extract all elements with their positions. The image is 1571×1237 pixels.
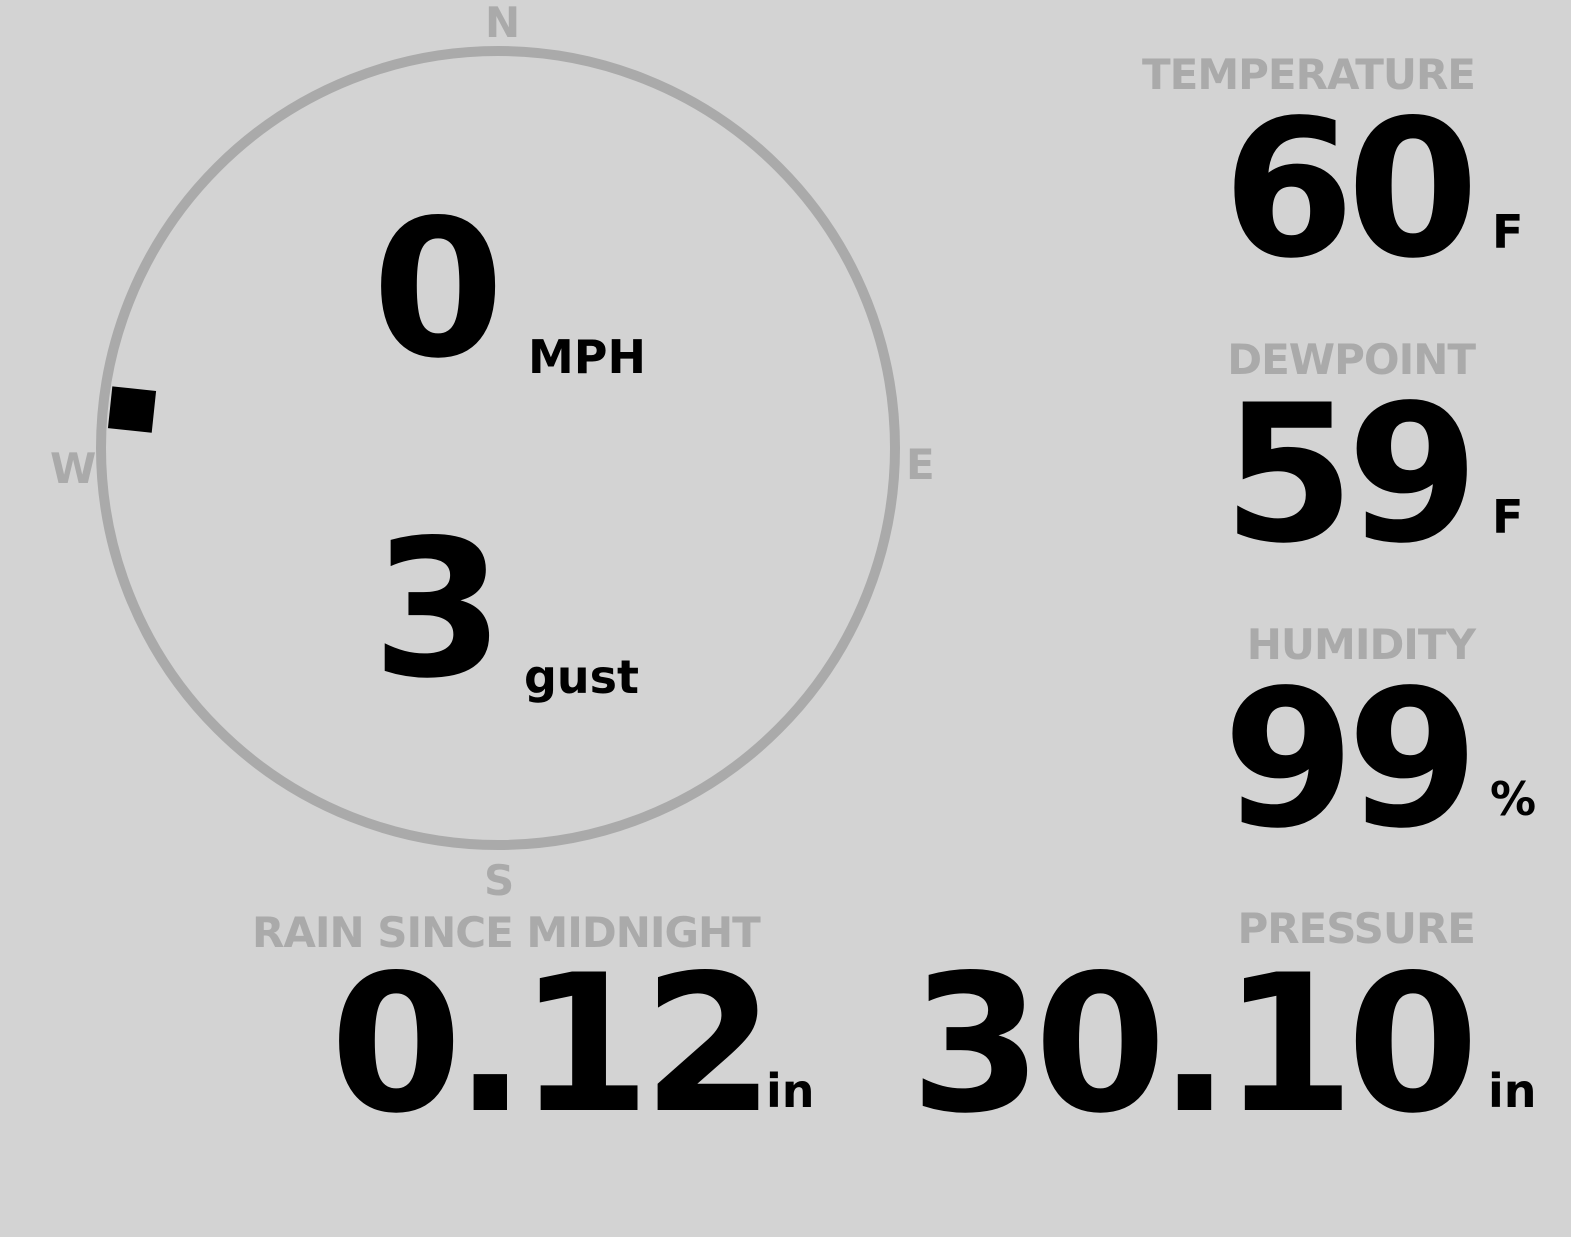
compass-n: N	[485, 0, 521, 47]
wind-speed: 0	[372, 179, 504, 400]
pressure-unit: in	[1488, 1064, 1537, 1118]
pressure-label: PRESSURE	[1237, 904, 1476, 953]
wind-gust: 3	[372, 499, 504, 720]
dewpoint-value: 59	[1222, 364, 1479, 585]
humidity-label: HUMIDITY	[1246, 620, 1476, 669]
temperature-unit: F	[1492, 205, 1524, 259]
rain-label: RAIN SINCE MIDNIGHT	[252, 908, 761, 957]
pressure-value: 30.10	[910, 934, 1479, 1155]
dewpoint-label: DEWPOINT	[1227, 335, 1476, 384]
wind-direction-marker	[107, 386, 157, 433]
rain-value: 0.12	[330, 934, 775, 1155]
humidity-unit: %	[1490, 772, 1537, 826]
compass-s: S	[484, 856, 515, 905]
humidity-value: 99	[1222, 649, 1479, 870]
wind-gust-unit: gust	[524, 650, 640, 704]
compass-w: W	[50, 444, 97, 493]
dewpoint-unit: F	[1492, 490, 1524, 544]
compass-e: E	[906, 440, 935, 489]
rain-unit: in	[766, 1064, 815, 1118]
wind-speed-unit: MPH	[528, 330, 646, 384]
temperature-label: TEMPERATURE	[1142, 50, 1476, 99]
temperature-value: 60	[1222, 79, 1479, 300]
compass-dial	[96, 46, 900, 850]
compass-ring	[96, 46, 900, 850]
